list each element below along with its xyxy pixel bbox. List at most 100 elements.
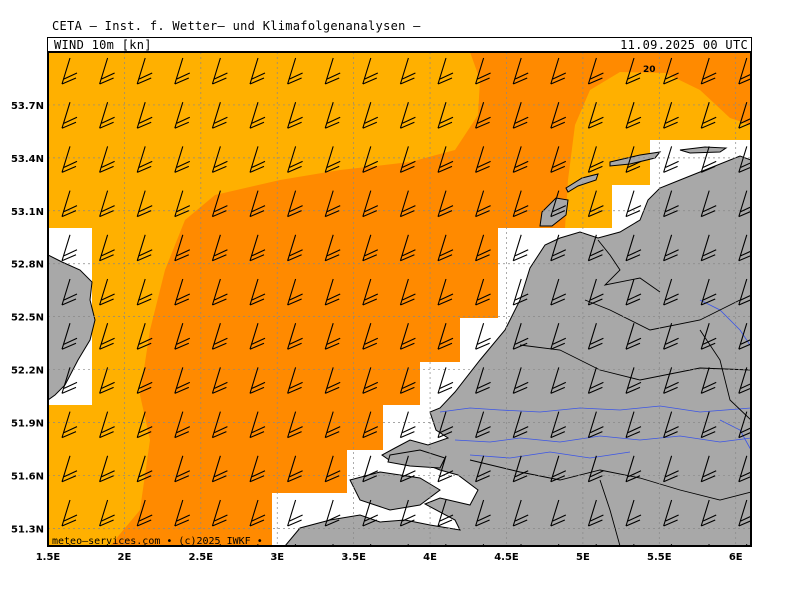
wind-barb — [61, 190, 78, 218]
wind-barb — [61, 411, 78, 439]
wind-barb — [399, 190, 416, 218]
island-ameland — [679, 146, 728, 154]
wind-barb — [550, 323, 567, 350]
wind-barb — [174, 190, 191, 218]
wind-barb — [211, 455, 228, 483]
wind-barb — [136, 455, 153, 483]
wind-barb — [61, 102, 78, 129]
wind-barb — [475, 323, 491, 350]
wind-barb — [475, 455, 491, 483]
wind-barb — [324, 57, 341, 85]
wind-barb — [61, 323, 78, 350]
wind-barb — [557, 544, 560, 546]
wind-barb — [399, 57, 416, 85]
wind-barb — [324, 102, 341, 129]
wind-barb — [136, 146, 153, 173]
wind-barb — [211, 102, 228, 129]
wind-barb — [99, 455, 115, 483]
wind-barb — [249, 455, 266, 483]
wind-barb — [475, 278, 491, 306]
wind-barb — [249, 367, 266, 394]
wind-barb — [99, 234, 115, 262]
wind-barb — [61, 57, 78, 85]
wind-barb — [219, 544, 221, 546]
wind-barb — [362, 190, 379, 218]
wind-barb — [625, 455, 642, 483]
wind-barb — [625, 323, 642, 350]
wind-barb — [625, 367, 642, 394]
wind-barb — [550, 190, 567, 218]
wind-barb — [700, 278, 717, 306]
wind-barb — [625, 234, 642, 262]
wind-barb — [249, 146, 266, 173]
land — [48, 146, 751, 546]
wind-barb — [700, 234, 717, 262]
lat-tick-label: 52.2N — [11, 366, 44, 377]
wind-barb — [362, 146, 379, 173]
wind-barb — [362, 278, 379, 306]
wind-barb — [437, 102, 454, 129]
wind-barb — [99, 102, 115, 129]
wind-barb — [174, 411, 191, 439]
wind-barb — [362, 234, 379, 262]
wind-barb — [700, 146, 717, 173]
parameter-label: WIND 10m [kn] — [54, 38, 152, 52]
wind-barb — [294, 544, 297, 546]
wind-barb — [550, 278, 567, 306]
map-frame — [47, 51, 752, 547]
wind-barb — [287, 190, 303, 218]
wind-barb — [362, 102, 379, 129]
wind-barb — [106, 544, 109, 546]
lat-tick-label: 53.4N — [11, 154, 44, 165]
wind-barb — [587, 234, 604, 262]
lon-tick-label: 3.5E — [341, 552, 366, 563]
wind-barb — [625, 278, 642, 306]
wind-barb — [362, 367, 379, 394]
wind-barb — [550, 499, 567, 527]
wind-barb — [324, 367, 341, 394]
wind-barb — [700, 323, 717, 350]
wind-barb — [625, 411, 642, 439]
wind-barb — [362, 323, 379, 350]
wind-barb — [663, 278, 679, 306]
wind-barb — [663, 190, 679, 218]
wind-barb — [249, 234, 266, 262]
lon-tick-label: 5.5E — [647, 552, 672, 563]
wind-barb — [475, 57, 491, 85]
wind-barb — [287, 146, 303, 173]
wind-barb — [700, 411, 717, 439]
wind-barb — [249, 323, 266, 350]
wind-barb — [249, 411, 266, 439]
wind-barb — [475, 234, 491, 262]
wind-barb — [324, 455, 341, 483]
wind-barb — [632, 544, 635, 546]
wind-barb — [174, 234, 191, 262]
wind-barb — [399, 367, 416, 394]
wind-barb — [407, 544, 409, 546]
wind-barb — [287, 57, 303, 85]
wind-barb — [625, 190, 642, 218]
wind-barb — [475, 102, 491, 129]
wind-barb — [61, 499, 78, 527]
wind-barb — [174, 102, 191, 129]
wind-barb — [136, 323, 153, 350]
wind-barb — [332, 544, 334, 546]
island-schouwen — [387, 449, 446, 469]
wind-barb — [512, 278, 529, 306]
lon-tick-label: 2E — [118, 552, 132, 563]
lon-tick-label: 3E — [270, 552, 284, 563]
wind-barb — [399, 411, 416, 439]
wind-barb — [475, 411, 491, 439]
wind-barb — [249, 499, 266, 527]
wind-barb — [399, 323, 416, 350]
lat-tick-label: 53.7N — [11, 101, 44, 112]
wind-barb — [174, 278, 191, 306]
wind-barb — [324, 411, 341, 439]
wind-barb — [550, 102, 567, 129]
wind-barb — [700, 57, 717, 85]
wind-barb — [174, 146, 191, 173]
wind-barb — [708, 544, 710, 546]
wind-barb — [587, 190, 604, 218]
wind-barb — [512, 367, 529, 394]
wind-barb — [136, 190, 153, 218]
